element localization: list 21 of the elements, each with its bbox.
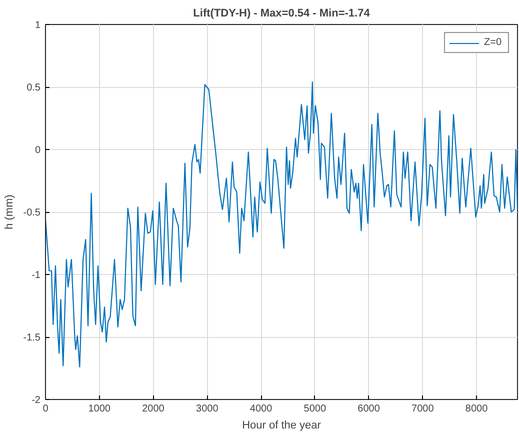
legend-label: Z=0: [484, 37, 503, 48]
x-tick-label: 8000: [465, 404, 488, 414]
x-axis-title: Hour of the year: [242, 420, 322, 432]
y-tick-label: 1: [34, 20, 41, 31]
y-tick-label: -1: [32, 270, 41, 281]
x-tick-label: 7000: [412, 404, 434, 414]
y-tick-label: -0.5: [23, 208, 41, 218]
y-tick-label: -2: [32, 395, 41, 406]
y-tick-label: -1.5: [23, 332, 41, 344]
x-tick-label: 4000: [250, 404, 273, 414]
y-tick-label: 0.5: [26, 82, 41, 94]
x-tick-label: 6000: [358, 404, 380, 414]
chart-title: Lift(TDY-H) - Max=0.54 - Min=-1.74: [193, 8, 371, 20]
x-tick-label: 0: [42, 404, 49, 414]
x-tick-label: 1000: [88, 404, 111, 414]
y-tick-label: 0: [34, 145, 41, 156]
x-tick-label: 2000: [142, 404, 165, 414]
x-tick-label: 3000: [196, 404, 219, 414]
x-tick-label: 5000: [304, 404, 326, 414]
y-axis-title: h (mm): [3, 194, 16, 230]
line-series: [46, 81, 518, 368]
